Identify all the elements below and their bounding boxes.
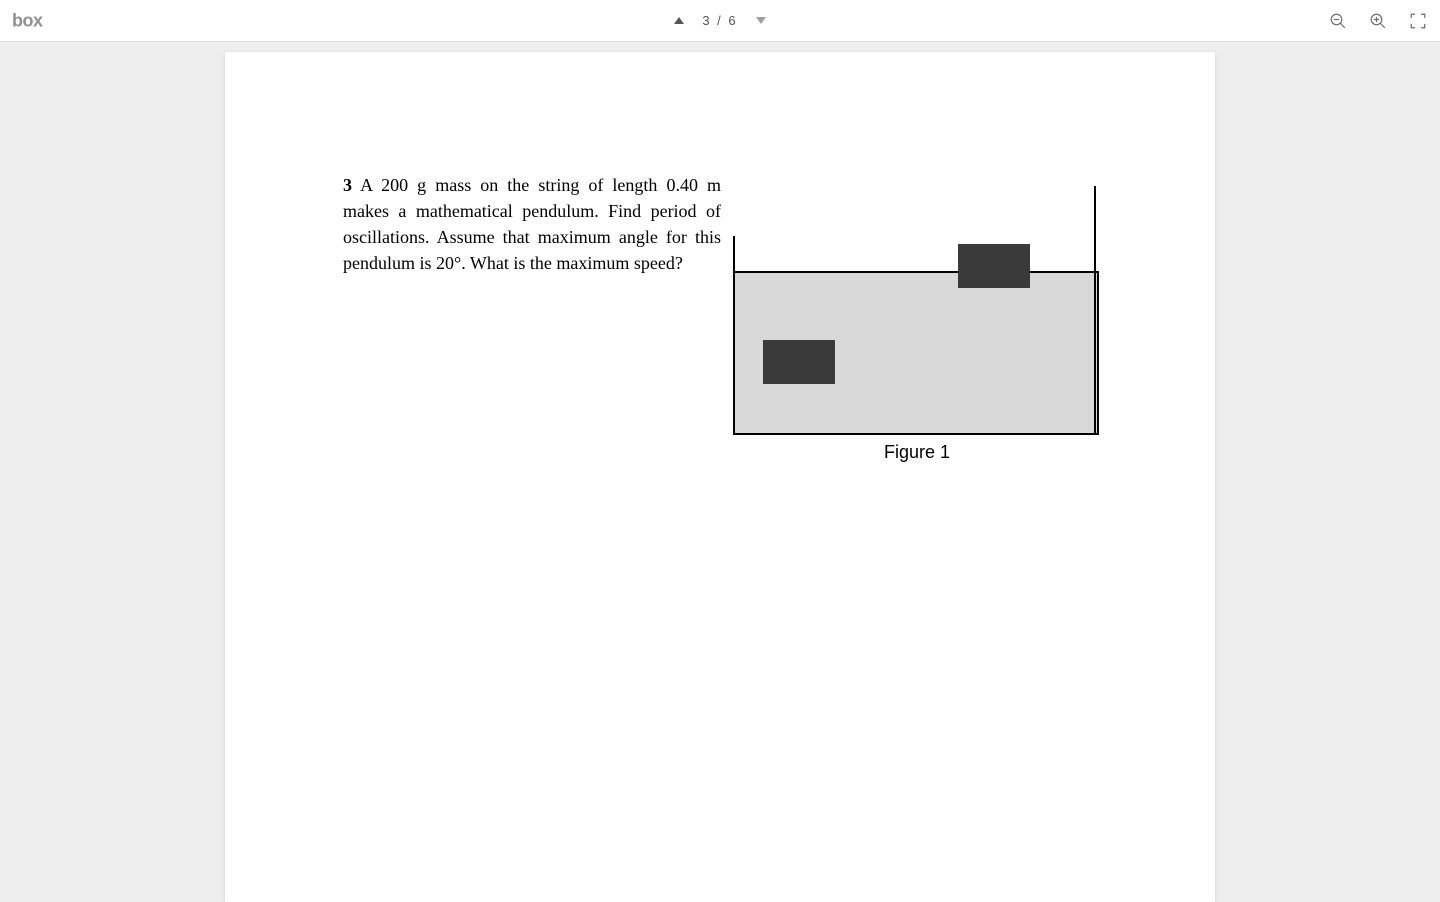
toolbar-right bbox=[1328, 11, 1428, 31]
figure-caption: Figure 1 bbox=[733, 442, 1101, 463]
page-navigator: 3 / 6 bbox=[674, 13, 765, 28]
next-page-button[interactable] bbox=[756, 17, 766, 24]
zoom-out-icon bbox=[1329, 12, 1347, 30]
zoom-out-button[interactable] bbox=[1328, 11, 1348, 31]
figure: Figure 1 bbox=[733, 186, 1101, 463]
figure-diagram bbox=[733, 186, 1101, 436]
problem-body: A 200 g mass on the string of length 0.4… bbox=[343, 175, 721, 273]
prev-page-button[interactable] bbox=[674, 17, 684, 24]
fullscreen-icon bbox=[1409, 12, 1427, 30]
toolbar: box 3 / 6 bbox=[0, 0, 1440, 42]
zoom-in-icon bbox=[1369, 12, 1387, 30]
document-page: 3 A 200 g mass on the string of length 0… bbox=[225, 52, 1215, 902]
problem-number: 3 bbox=[343, 175, 352, 195]
page-indicator: 3 / 6 bbox=[702, 13, 737, 28]
figure-svg bbox=[733, 186, 1101, 436]
zoom-in-button[interactable] bbox=[1368, 11, 1388, 31]
problem-text: 3 A 200 g mass on the string of length 0… bbox=[343, 172, 721, 276]
fullscreen-button[interactable] bbox=[1408, 11, 1428, 31]
document-canvas: 3 A 200 g mass on the string of length 0… bbox=[0, 42, 1440, 900]
app-logo: box bbox=[12, 10, 43, 31]
